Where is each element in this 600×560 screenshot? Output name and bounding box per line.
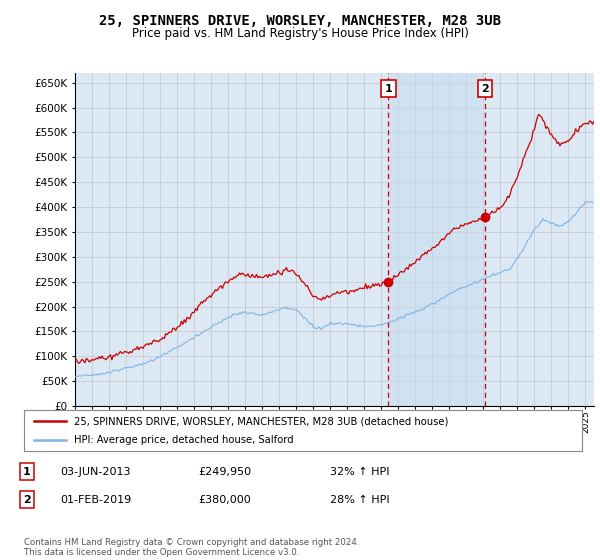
Text: Contains HM Land Registry data © Crown copyright and database right 2024.
This d: Contains HM Land Registry data © Crown c… xyxy=(24,538,359,557)
Text: 1: 1 xyxy=(23,466,31,477)
Text: 25, SPINNERS DRIVE, WORSLEY, MANCHESTER, M28 3UB: 25, SPINNERS DRIVE, WORSLEY, MANCHESTER,… xyxy=(99,14,501,28)
Text: 25, SPINNERS DRIVE, WORSLEY, MANCHESTER, M28 3UB (detached house): 25, SPINNERS DRIVE, WORSLEY, MANCHESTER,… xyxy=(74,417,449,426)
Text: 01-FEB-2019: 01-FEB-2019 xyxy=(60,494,131,505)
Text: 1: 1 xyxy=(385,83,392,94)
Text: 32% ↑ HPI: 32% ↑ HPI xyxy=(330,466,389,477)
Text: 2: 2 xyxy=(481,83,488,94)
Text: 2: 2 xyxy=(23,494,31,505)
Text: HPI: Average price, detached house, Salford: HPI: Average price, detached house, Salf… xyxy=(74,435,294,445)
Text: 28% ↑ HPI: 28% ↑ HPI xyxy=(330,494,389,505)
Bar xyxy=(388,73,485,406)
Text: 03-JUN-2013: 03-JUN-2013 xyxy=(60,466,131,477)
Text: £380,000: £380,000 xyxy=(198,494,251,505)
Text: £249,950: £249,950 xyxy=(198,466,251,477)
Text: Price paid vs. HM Land Registry's House Price Index (HPI): Price paid vs. HM Land Registry's House … xyxy=(131,27,469,40)
